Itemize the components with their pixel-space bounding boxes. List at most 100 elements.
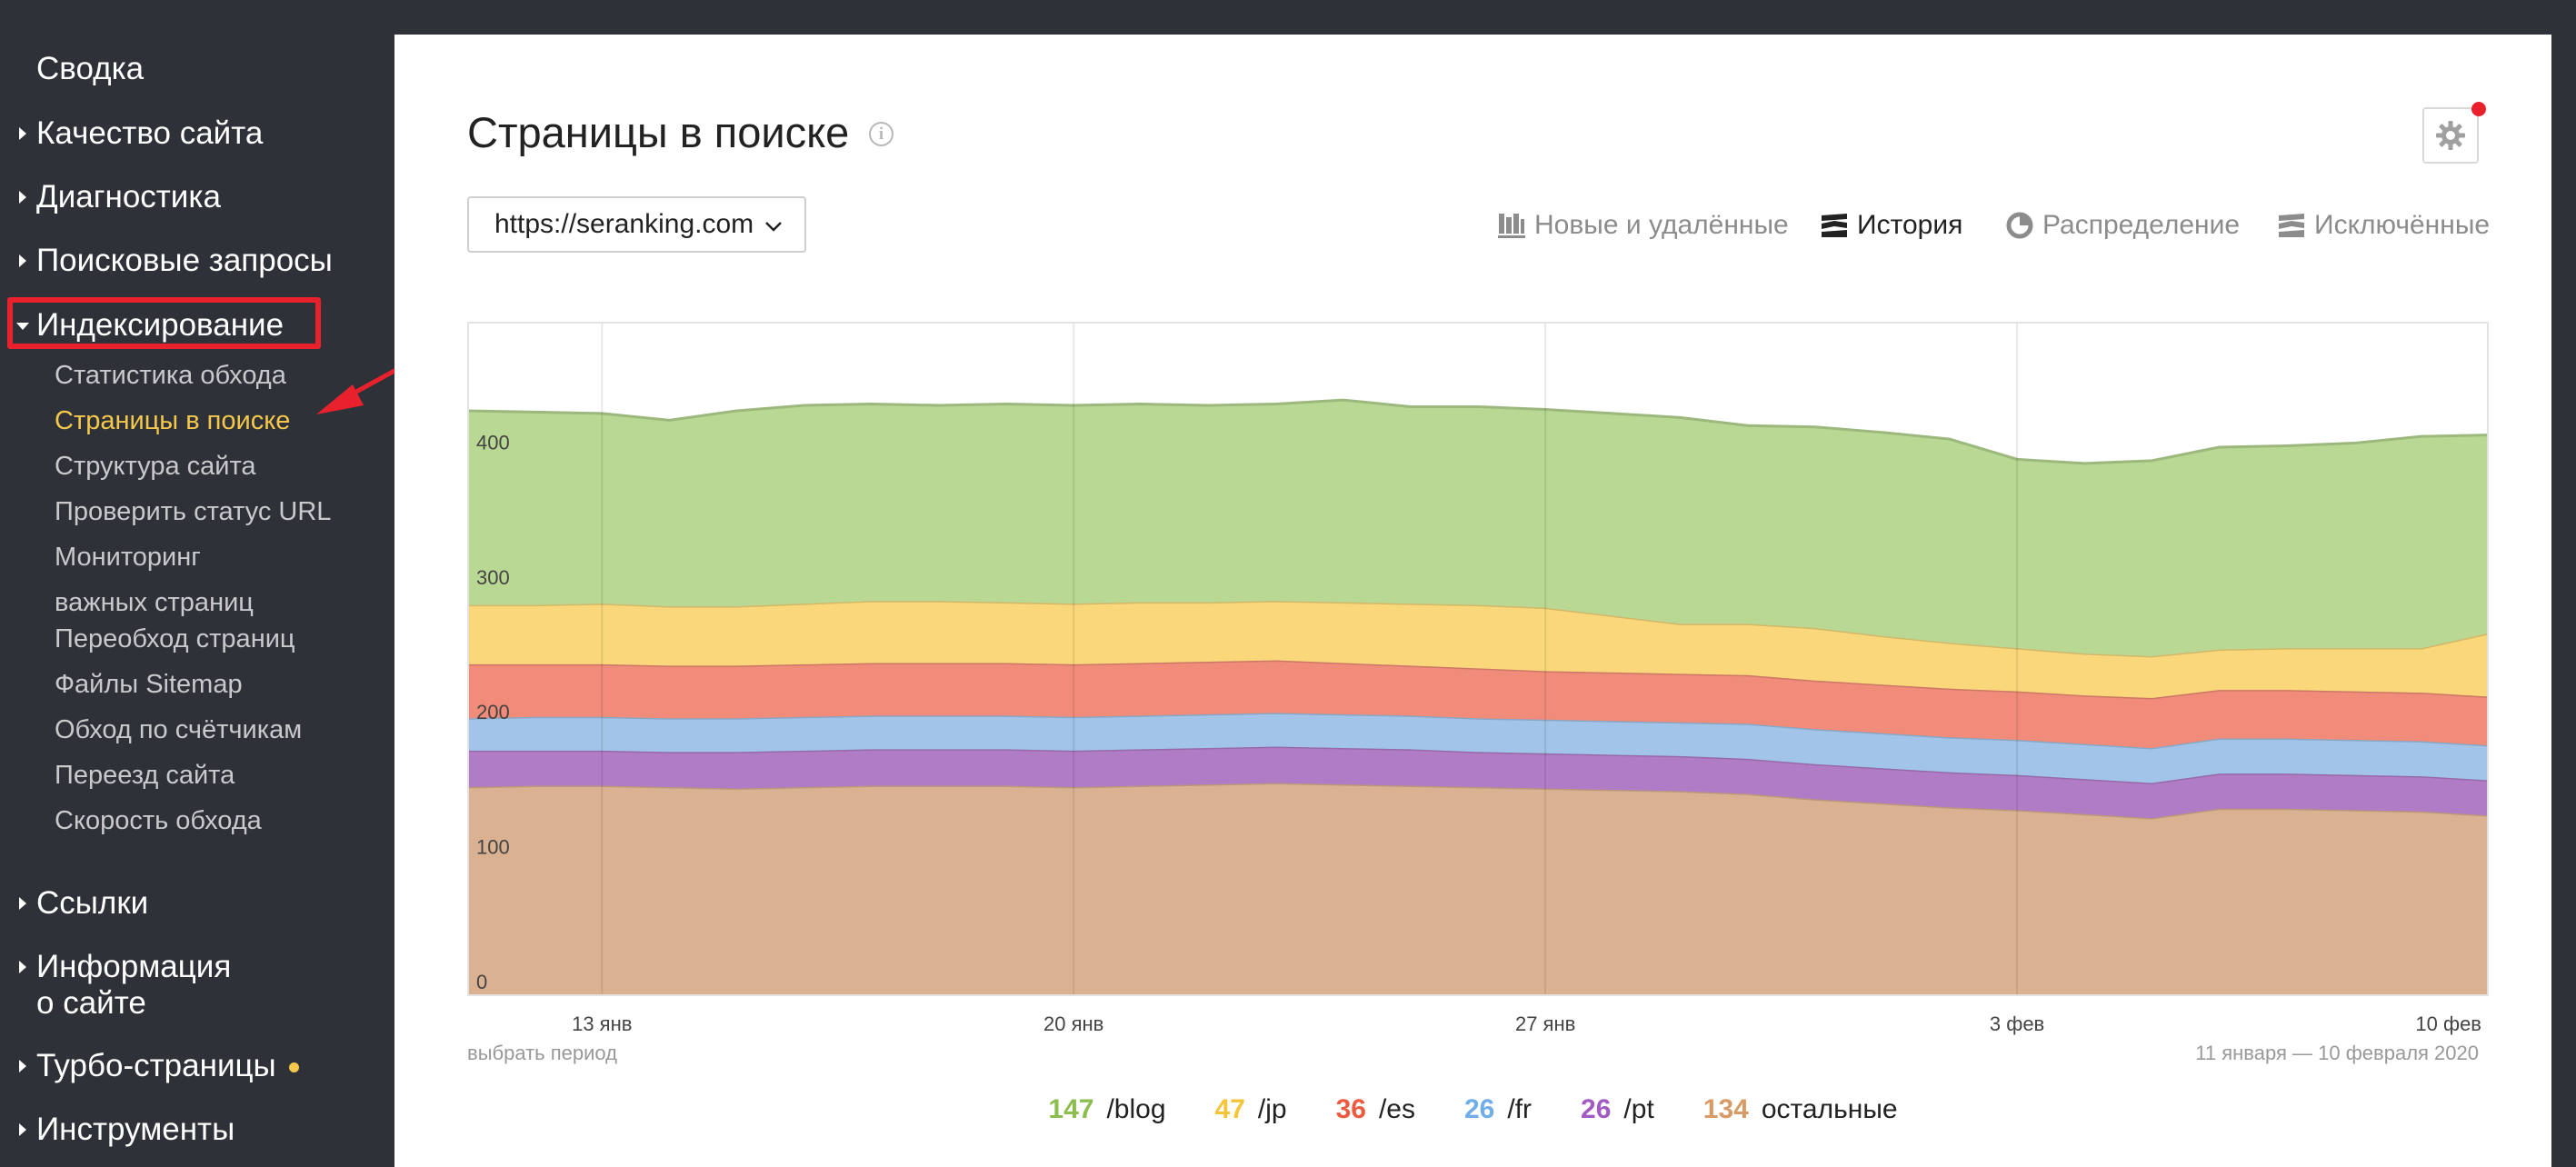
expand-triangle-icon [19, 1060, 26, 1072]
nav-label: Диагностика [36, 179, 221, 214]
nav-indexing[interactable]: Индексирование [16, 307, 285, 344]
line-fr [467, 711, 2489, 750]
expand-triangle-icon [19, 127, 26, 140]
x-tick-label: 3 фев [1989, 1012, 2045, 1035]
nav-site-move[interactable]: Переезд сайта [55, 761, 235, 790]
nav-monitoring[interactable]: Мониторинг важных страниц [55, 540, 254, 620]
legend-label: /blog [1106, 1094, 1166, 1124]
chart[interactable]: 0 100 200 300 400 [467, 322, 2489, 996]
info-icon[interactable]: i [869, 122, 894, 146]
legend-item[interactable]: 134 остальные [1703, 1094, 1898, 1125]
nav-site-structure[interactable]: Структура сайта [55, 452, 256, 481]
tab-label: Исключённые [2314, 210, 2491, 240]
legend-value: 36 [1335, 1094, 1366, 1124]
highlight-box [7, 297, 321, 349]
gear-icon [2436, 121, 2465, 150]
chart-legend: 147/blog 47/jp 36/es 26/fr 26/pt 134 остальные [394, 1094, 2551, 1125]
area-es [467, 660, 2489, 748]
nav-label: Поисковые запросы [36, 243, 333, 278]
nav-site-quality[interactable]: Качество сайта [19, 115, 264, 152]
area-jp [467, 601, 2489, 699]
y-tick-label: 300 [476, 566, 510, 589]
page-title: Страницы в поиске [467, 108, 850, 156]
tab-label: История [1857, 210, 1963, 240]
settings-button[interactable] [2422, 107, 2479, 164]
nav-label: Ссылки [36, 885, 149, 921]
site-select[interactable]: https://seranking.com [467, 196, 806, 253]
nav-tools[interactable]: Инструменты [19, 1112, 235, 1148]
x-tick-label: 20 янв [1043, 1012, 1104, 1035]
expand-triangle-icon [19, 897, 26, 910]
area-blog [467, 400, 2489, 657]
period-range: 11 января — 10 февраля 2020 [2195, 1042, 2479, 1064]
legend-item[interactable]: 36/es [1336, 1094, 1415, 1125]
chart-frame [467, 322, 2489, 996]
expand-triangle-icon [19, 961, 26, 973]
nav-crawl-stats[interactable]: Статистика обхода [55, 361, 286, 390]
nav-counters[interactable]: Обход по счётчикам [55, 715, 303, 744]
expand-triangle-icon [19, 254, 26, 267]
notification-dot [2471, 102, 2486, 116]
nav-links[interactable]: Ссылки [19, 885, 149, 922]
legend-item[interactable]: 147/blog [1048, 1094, 1165, 1125]
status-dot [288, 1062, 299, 1073]
nav-summary[interactable]: Сводка [36, 51, 145, 86]
nav-search-queries[interactable]: Поисковые запросы [19, 243, 333, 279]
pie-chart-icon [2006, 212, 2033, 239]
y-tick-label: 200 [476, 701, 510, 723]
choose-period-link[interactable]: выбрать период [467, 1042, 617, 1064]
legend-item[interactable]: 47/jp [1215, 1094, 1287, 1125]
area-fr [467, 713, 2489, 783]
collapse-triangle-icon [16, 323, 29, 330]
legend-value: 134 [1702, 1094, 1749, 1124]
nav-turbo[interactable]: Турбо-страницы [19, 1048, 299, 1084]
legend-label: /es [1378, 1094, 1415, 1124]
tab-history[interactable]: История [1822, 210, 1963, 241]
nav-label-line1: Информация [36, 949, 232, 984]
y-tick-label: 0 [476, 971, 487, 993]
legend-label: /jp [1257, 1094, 1287, 1124]
tab-distribution[interactable]: Распределение [2006, 210, 2241, 241]
legend-item[interactable]: 26/pt [1581, 1094, 1654, 1125]
stacked-area-excluded-icon [2279, 214, 2304, 237]
legend-value: 147 [1048, 1094, 1094, 1124]
nav-recrawl[interactable]: Переобход страниц [55, 624, 295, 653]
main-panel: Страницы в поиске i https://seranking.co… [394, 35, 2551, 1167]
site-select-value: https://seranking.com [494, 209, 754, 239]
tab-excluded[interactable]: Исключённые [2279, 210, 2491, 241]
stacked-area-icon [1822, 214, 1847, 237]
tab-label: Новые и удалённые [1534, 210, 1789, 240]
bar-chart-icon [1498, 214, 1525, 238]
area-pt [467, 746, 2489, 819]
stacked-area-chart: 0 100 200 300 400 [467, 322, 2489, 996]
legend-value: 26 [1581, 1094, 1612, 1124]
legend-label: остальные [1761, 1094, 1898, 1124]
tab-new-removed[interactable]: Новые и удалённые [1498, 210, 1789, 241]
legend-label: /fr [1507, 1094, 1533, 1124]
chevron-down-icon [765, 222, 782, 232]
expand-triangle-icon [19, 191, 26, 204]
nav-site-info[interactable]: Информация о сайте [19, 949, 232, 1022]
nav-label: Инструменты [36, 1112, 235, 1147]
nav-label: Турбо-страницы [36, 1048, 276, 1083]
y-tick-label: 100 [476, 836, 510, 859]
expand-triangle-icon [19, 1123, 26, 1136]
nav-pages-in-search[interactable]: Страницы в поиске [55, 406, 291, 435]
nav-diagnostics[interactable]: Диагностика [19, 179, 221, 215]
y-tick-label: 400 [476, 431, 510, 454]
legend-item[interactable]: 26/fr [1464, 1094, 1532, 1125]
nav-label-line1: Мониторинг [55, 543, 201, 572]
x-tick-label: 27 янв [1514, 1012, 1576, 1035]
nav-label: Индексирование [36, 307, 285, 343]
nav-sitemap[interactable]: Файлы Sitemap [55, 670, 243, 699]
sidebar: Сводка Качество сайта Диагностика Поиско… [0, 0, 394, 1167]
nav-label-line2: важных страниц [55, 588, 254, 617]
nav-label: Качество сайта [36, 115, 264, 151]
tab-label: Распределение [2042, 210, 2241, 240]
line-blog [467, 398, 2489, 465]
nav-crawl-speed[interactable]: Скорость обхода [55, 806, 262, 835]
x-tick-label: 13 янв [572, 1012, 633, 1035]
x-tick-label: 10 фев [2415, 1012, 2481, 1035]
nav-check-url[interactable]: Проверить статус URL [55, 497, 332, 526]
legend-value: 47 [1214, 1094, 1245, 1124]
